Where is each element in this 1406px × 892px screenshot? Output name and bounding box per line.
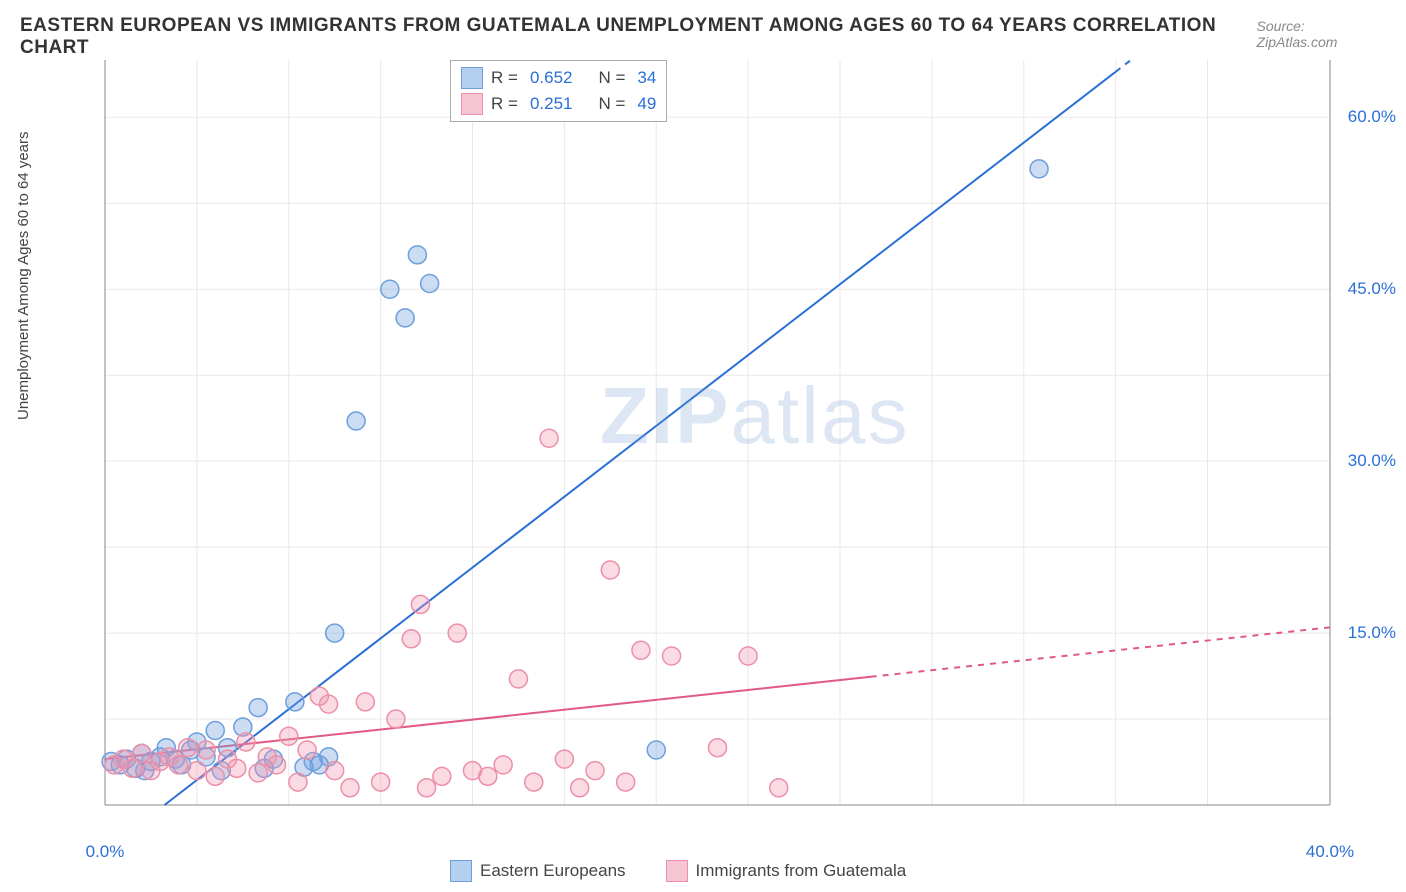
legend-swatch-icon	[461, 93, 483, 115]
series-legend: Eastern Europeans Immigrants from Guatema…	[450, 860, 906, 882]
r-value: 0.251	[530, 94, 573, 114]
n-label: N =	[598, 94, 625, 114]
n-label: N =	[598, 68, 625, 88]
n-value: 49	[637, 94, 656, 114]
correlation-legend: R = 0.652 N = 34 R = 0.251 N = 49	[450, 60, 667, 122]
y-tick-label: 15.0%	[1348, 623, 1396, 643]
x-tick-label: 40.0%	[1306, 842, 1354, 862]
y-tick-label: 30.0%	[1348, 451, 1396, 471]
chart-title: EASTERN EUROPEAN VS IMMIGRANTS FROM GUAT…	[20, 15, 1257, 59]
y-axis-label: Unemployment Among Ages 60 to 64 years	[15, 131, 32, 420]
scatter-chart-svg	[50, 55, 1340, 815]
series-legend-item: Eastern Europeans	[450, 860, 626, 882]
r-label: R =	[491, 68, 518, 88]
series-legend-item: Immigrants from Guatemala	[666, 860, 907, 882]
chart-plot-area	[50, 55, 1340, 815]
correlation-legend-row: R = 0.251 N = 49	[461, 91, 656, 117]
series-legend-label: Eastern Europeans	[480, 861, 626, 881]
x-tick-label: 0.0%	[86, 842, 125, 862]
chart-header: EASTERN EUROPEAN VS IMMIGRANTS FROM GUAT…	[20, 15, 1386, 59]
legend-swatch-icon	[461, 67, 483, 89]
y-tick-label: 45.0%	[1348, 279, 1396, 299]
r-value: 0.652	[530, 68, 573, 88]
y-tick-label: 60.0%	[1348, 107, 1396, 127]
series-legend-label: Immigrants from Guatemala	[696, 861, 907, 881]
n-value: 34	[637, 68, 656, 88]
legend-swatch-icon	[450, 860, 472, 882]
correlation-legend-row: R = 0.652 N = 34	[461, 65, 656, 91]
source-label: Source: ZipAtlas.com	[1257, 18, 1386, 50]
r-label: R =	[491, 94, 518, 114]
legend-swatch-icon	[666, 860, 688, 882]
